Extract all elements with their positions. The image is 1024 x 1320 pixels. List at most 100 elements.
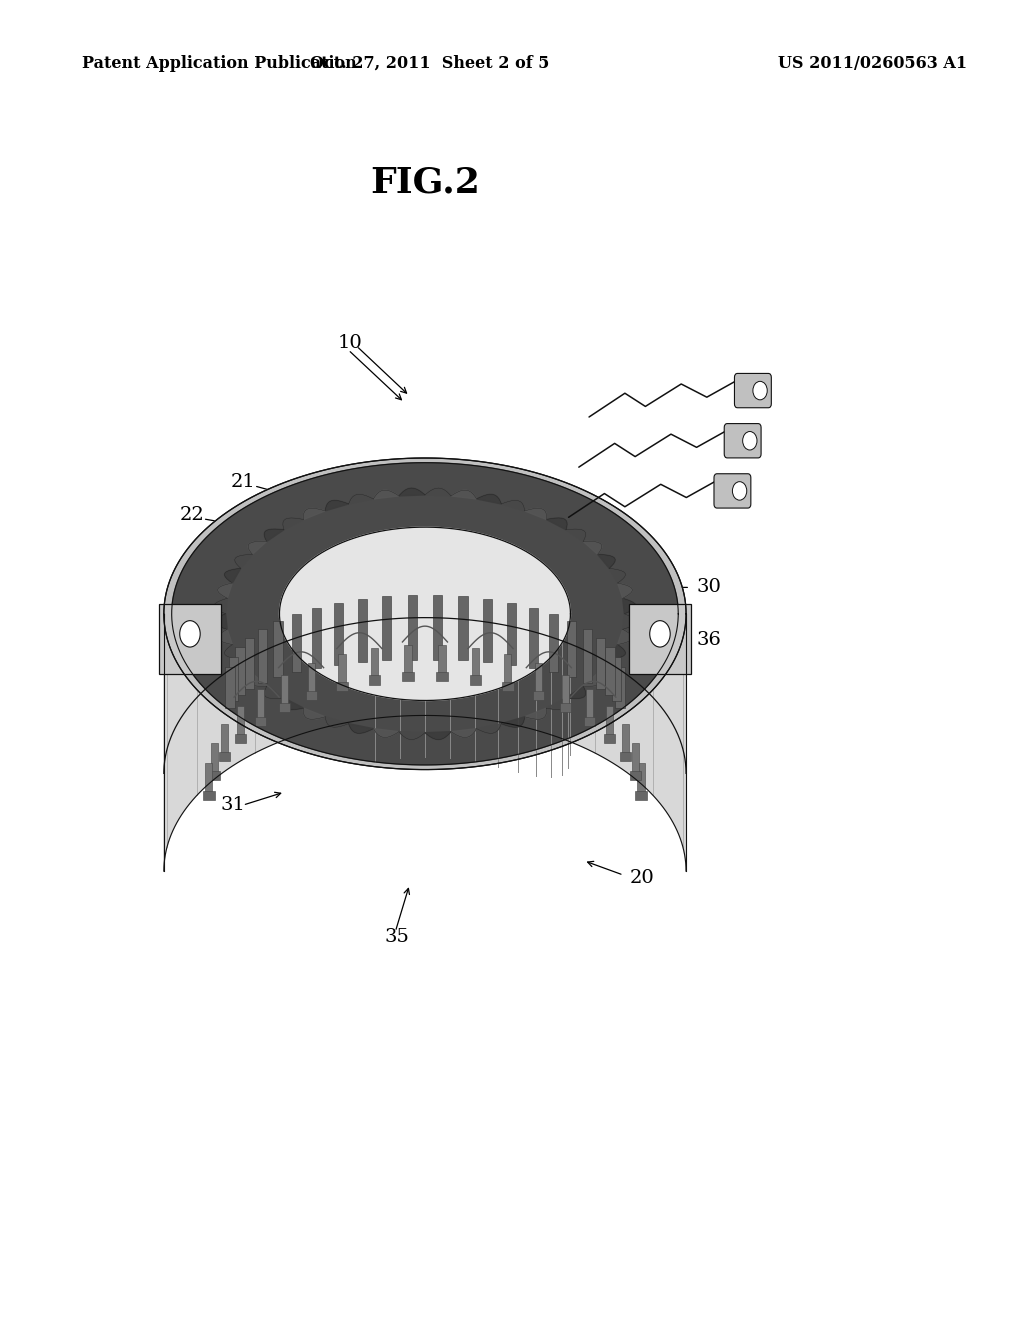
Bar xyxy=(529,607,539,668)
Text: Oct. 27, 2011  Sheet 2 of 5: Oct. 27, 2011 Sheet 2 of 5 xyxy=(310,55,550,71)
Bar xyxy=(502,681,513,690)
Bar xyxy=(606,706,613,735)
Bar xyxy=(596,638,605,689)
Bar xyxy=(225,668,234,709)
Bar xyxy=(567,622,577,677)
Bar xyxy=(337,681,348,690)
Polygon shape xyxy=(399,731,425,739)
FancyBboxPatch shape xyxy=(714,474,751,508)
Polygon shape xyxy=(224,644,241,659)
Bar xyxy=(532,690,544,700)
Bar xyxy=(635,791,646,800)
Polygon shape xyxy=(623,614,636,630)
Polygon shape xyxy=(547,517,567,529)
Bar xyxy=(535,663,542,692)
Bar xyxy=(562,675,569,704)
Bar xyxy=(204,791,215,800)
Polygon shape xyxy=(326,717,348,727)
Bar xyxy=(334,603,343,665)
Polygon shape xyxy=(164,458,686,871)
Bar xyxy=(583,630,592,682)
Text: 10: 10 xyxy=(338,334,362,352)
Text: 30: 30 xyxy=(696,578,721,597)
Bar xyxy=(560,702,571,711)
Bar xyxy=(472,648,479,677)
Polygon shape xyxy=(283,517,303,529)
Bar xyxy=(369,676,380,685)
Bar xyxy=(206,763,213,792)
Bar xyxy=(371,648,378,677)
Bar xyxy=(605,647,614,694)
Polygon shape xyxy=(598,554,615,569)
Polygon shape xyxy=(234,554,252,569)
Polygon shape xyxy=(374,729,399,738)
Polygon shape xyxy=(609,644,626,659)
Bar xyxy=(273,622,283,677)
Polygon shape xyxy=(502,717,524,727)
Polygon shape xyxy=(348,494,374,504)
Polygon shape xyxy=(214,598,227,614)
Bar xyxy=(436,672,447,681)
Polygon shape xyxy=(524,508,547,520)
Text: 20: 20 xyxy=(630,869,654,887)
Bar xyxy=(257,689,264,718)
Polygon shape xyxy=(248,673,267,686)
Polygon shape xyxy=(264,686,284,698)
Bar xyxy=(292,614,301,672)
Bar xyxy=(234,734,246,743)
Polygon shape xyxy=(234,659,252,673)
Bar xyxy=(228,657,238,701)
Polygon shape xyxy=(218,583,232,598)
Bar xyxy=(382,597,391,660)
Bar xyxy=(402,672,414,681)
Text: Patent Application Publication: Patent Application Publication xyxy=(82,55,356,71)
Polygon shape xyxy=(283,698,303,710)
Polygon shape xyxy=(617,583,632,598)
Polygon shape xyxy=(598,659,615,673)
Bar xyxy=(459,597,468,660)
Polygon shape xyxy=(476,494,502,504)
Bar xyxy=(279,702,290,711)
Polygon shape xyxy=(451,490,476,499)
Polygon shape xyxy=(224,569,241,583)
Bar xyxy=(630,771,641,780)
Text: 22: 22 xyxy=(179,506,204,524)
Circle shape xyxy=(742,432,757,450)
Polygon shape xyxy=(476,723,502,734)
Bar xyxy=(549,614,558,672)
Bar xyxy=(507,603,516,665)
Polygon shape xyxy=(374,490,399,499)
Polygon shape xyxy=(583,673,602,686)
Bar xyxy=(281,675,288,704)
Circle shape xyxy=(753,381,767,400)
Polygon shape xyxy=(623,598,636,614)
Polygon shape xyxy=(566,686,586,698)
Bar xyxy=(470,676,481,685)
Bar xyxy=(615,668,625,709)
Polygon shape xyxy=(214,614,227,630)
Polygon shape xyxy=(326,500,348,511)
Bar xyxy=(308,663,315,692)
Bar xyxy=(637,763,644,792)
Polygon shape xyxy=(547,698,567,710)
Bar xyxy=(221,723,228,752)
Polygon shape xyxy=(609,569,626,583)
Text: 31: 31 xyxy=(220,796,245,814)
Bar xyxy=(504,653,511,682)
Polygon shape xyxy=(617,630,632,644)
Bar xyxy=(622,723,629,752)
Bar xyxy=(236,647,245,694)
FancyBboxPatch shape xyxy=(734,374,771,408)
Bar xyxy=(245,638,254,689)
Bar xyxy=(211,743,218,772)
Bar xyxy=(311,607,321,668)
Polygon shape xyxy=(164,458,686,770)
FancyBboxPatch shape xyxy=(629,603,690,675)
Bar xyxy=(255,717,266,726)
Polygon shape xyxy=(218,630,232,644)
Bar xyxy=(483,599,493,663)
Text: US 2011/0260563 A1: US 2011/0260563 A1 xyxy=(778,55,968,71)
Bar xyxy=(306,690,317,700)
Bar xyxy=(258,630,267,682)
Circle shape xyxy=(179,620,200,647)
